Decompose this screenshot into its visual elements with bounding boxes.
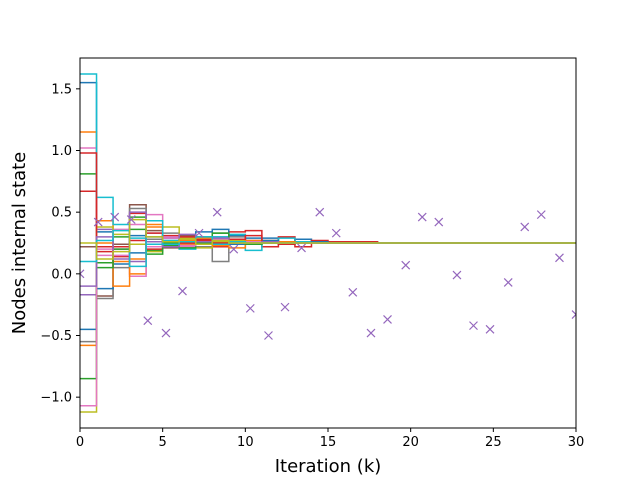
x-axis-label: Iteration (k)	[275, 456, 382, 477]
marker-point	[348, 287, 358, 297]
x-tick-label: 5	[159, 435, 167, 450]
marker-point	[194, 228, 204, 238]
x-tick-label: 10	[237, 435, 254, 450]
y-tick-label: 0.0	[51, 267, 72, 282]
y-axis-label: Nodes internal state	[9, 152, 30, 334]
marker-point	[520, 222, 530, 232]
marker-point	[264, 331, 273, 340]
marker-point	[383, 315, 392, 324]
y-tick-label: 1.0	[51, 144, 72, 159]
marker-point	[485, 324, 495, 334]
marker-point	[555, 253, 564, 263]
marker-point	[434, 217, 444, 227]
marker-point	[93, 217, 103, 227]
x-tick-label: 25	[485, 435, 502, 450]
x-axis: 0 5 10 15 20 25 30	[76, 428, 584, 450]
series-layer	[80, 73, 576, 413]
x-tick-label: 15	[320, 435, 337, 450]
y-tick-label: 1.5	[51, 82, 72, 97]
marker-point	[331, 228, 341, 238]
marker-point	[452, 270, 462, 280]
marker-point	[178, 286, 187, 296]
marker-point	[245, 303, 255, 313]
marker-point	[571, 310, 576, 319]
marker-point	[417, 212, 427, 222]
x-tick-label: 0	[76, 435, 84, 450]
y-tick-label: 0.5	[51, 206, 72, 221]
marker-point	[503, 278, 513, 287]
marker-point	[80, 269, 85, 279]
y-tick-label: −1.0	[40, 391, 72, 406]
marker-point	[297, 243, 306, 253]
y-axis: −1.0 −0.5 0.0 0.5 1.0 1.5	[40, 82, 80, 406]
marker-point	[469, 321, 478, 331]
marker-point	[161, 328, 171, 338]
marker-point	[366, 328, 376, 338]
marker-point	[110, 212, 120, 222]
marker-layer	[80, 207, 576, 340]
x-tick-label: 20	[402, 435, 419, 450]
marker-point	[401, 260, 411, 270]
marker-point	[229, 244, 239, 254]
y-tick-label: −0.5	[40, 329, 72, 344]
marker-point	[126, 215, 136, 224]
marker-point	[536, 210, 546, 220]
marker-point	[280, 302, 290, 312]
marker-point	[212, 207, 222, 217]
marker-point	[143, 316, 153, 326]
series-line-18	[80, 218, 576, 260]
marker-point	[315, 207, 325, 217]
x-tick-label: 30	[568, 435, 585, 450]
